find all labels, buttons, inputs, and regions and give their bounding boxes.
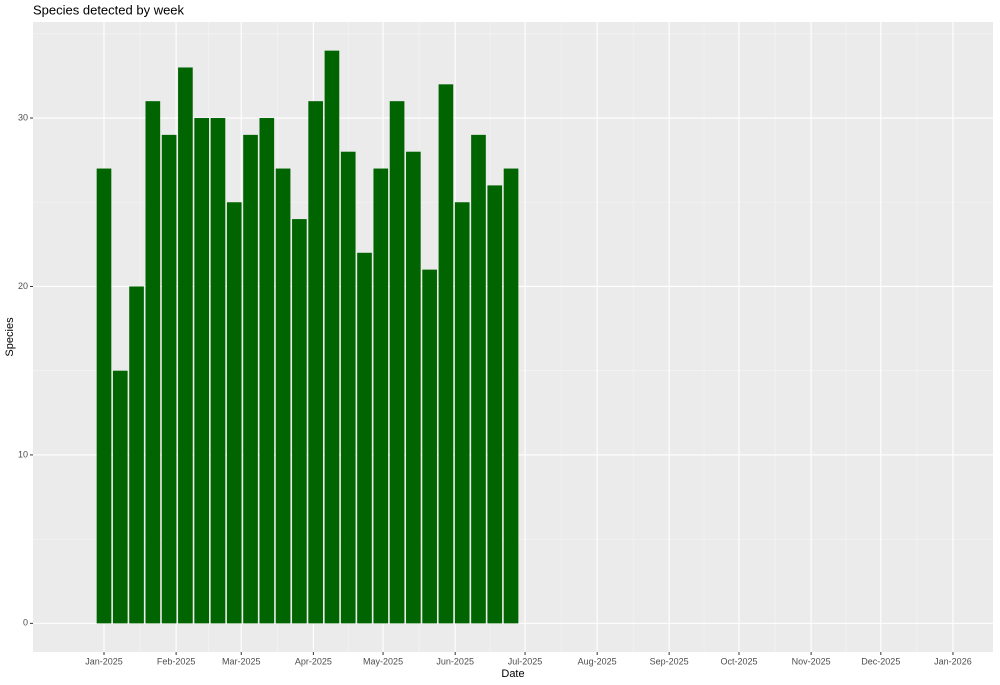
bar [145,101,161,624]
bar [471,134,486,624]
y-tick-label: 0 [23,618,28,628]
x-tick-label: Mar-2025 [222,656,261,666]
x-tick-label: Aug-2025 [578,656,617,666]
chart-title: Species detected by week [33,2,185,17]
bar [373,168,389,624]
bar [243,134,258,624]
bar [503,168,519,624]
bar [112,370,128,624]
bar [194,118,210,624]
bar [129,286,144,624]
bar [292,219,307,624]
x-tick-label: Sep-2025 [650,656,689,666]
x-axis-title: Date [501,668,524,680]
bar [308,101,323,624]
x-tick-label: Feb-2025 [157,656,196,666]
bar [161,134,177,624]
bar [438,84,454,624]
bar [487,185,503,624]
bar [389,101,405,624]
x-tick-label: May-2025 [363,656,403,666]
x-tick-label: Jun-2025 [436,656,474,666]
x-tick-label: Nov-2025 [792,656,831,666]
x-tick-label: Apr-2025 [295,656,332,666]
bar [324,50,340,624]
bar [275,168,291,624]
bar [226,202,242,624]
bar [259,118,275,624]
bar [178,67,193,624]
y-tick-label: 30 [18,112,28,122]
bar [357,252,372,624]
bar [210,118,226,624]
bar [340,151,356,624]
y-tick-label: 10 [18,449,28,459]
x-tick-label: Jul-2025 [508,656,543,666]
bar [96,168,112,624]
bar [454,202,470,624]
x-tick-label: Jan-2026 [934,656,972,666]
x-tick-label: Jan-2025 [85,656,123,666]
bar [406,151,421,624]
y-tick-label: 20 [18,281,28,291]
x-tick-label: Oct-2025 [720,656,757,666]
bar [422,269,437,624]
marks [96,50,519,624]
y-axis-title: Species [4,317,16,357]
x-tick-label: Dec-2025 [861,656,900,666]
